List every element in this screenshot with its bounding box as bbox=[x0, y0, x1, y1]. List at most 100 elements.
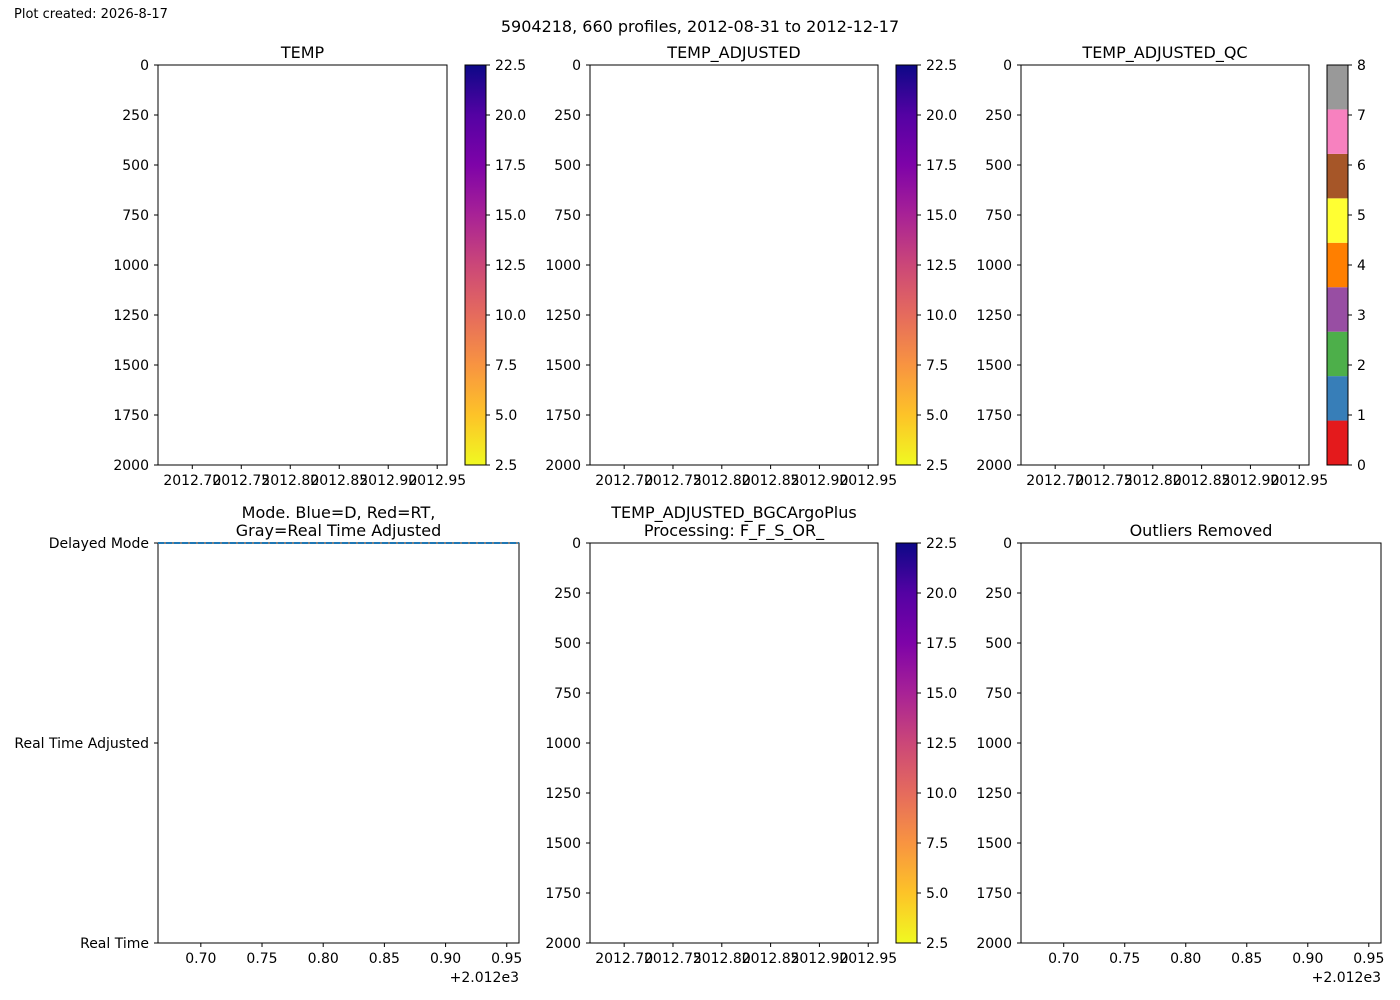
colorbar-tick-label: 10.0 bbox=[495, 308, 526, 324]
qc-colorbar-segment bbox=[1327, 287, 1348, 332]
y-tick-label: 250 bbox=[122, 108, 149, 124]
x-tick-label: 2012.95 bbox=[1270, 473, 1328, 489]
y-tick-label: 250 bbox=[985, 108, 1012, 124]
y-tick-label: 500 bbox=[985, 158, 1012, 174]
colorbar-tick-label: 6 bbox=[1357, 158, 1366, 174]
y-tick-label: 0 bbox=[572, 536, 581, 552]
colorbar-tick-label: 2 bbox=[1357, 358, 1366, 374]
colorbar-tick-label: 5 bbox=[1357, 208, 1366, 224]
x-tick-label: 0.90 bbox=[430, 951, 461, 967]
chart-title-mode: Gray=Real Time Adjusted bbox=[236, 521, 442, 540]
y-tick-label: 0 bbox=[1003, 58, 1012, 74]
qc-colorbar-segment bbox=[1327, 65, 1348, 110]
x-tick-label: 0.95 bbox=[1353, 951, 1384, 967]
x-offset-label: +2.012e3 bbox=[1312, 970, 1381, 986]
y-tick-label: 250 bbox=[985, 586, 1012, 602]
colorbar-tick-label: 3 bbox=[1357, 308, 1366, 324]
x-tick-label: 0.85 bbox=[1231, 951, 1262, 967]
colorbar-gradient bbox=[465, 65, 486, 465]
x-tick-label: 2012.85 bbox=[742, 951, 800, 967]
chart-title-temp_adjusted: TEMP_ADJUSTED bbox=[666, 43, 800, 63]
x-tick-label: 2012.70 bbox=[163, 473, 221, 489]
x-tick-label: 2012.90 bbox=[1221, 473, 1279, 489]
qc-colorbar-segment bbox=[1327, 153, 1348, 199]
chart-title-mode: Mode. Blue=D, Red=RT, bbox=[242, 503, 436, 522]
colorbar-tick-label: 4 bbox=[1357, 258, 1366, 274]
y-tick-label: 500 bbox=[985, 636, 1012, 652]
chart-title-temp_bgc: Processing: F_F_S_OR_ bbox=[644, 521, 825, 541]
y-tick-label: 1750 bbox=[113, 408, 149, 424]
plot-area-temp_adjusted_qc bbox=[1020, 64, 1310, 466]
y-tick-label: 1000 bbox=[545, 736, 581, 752]
colorbar-tick-label: 7.5 bbox=[926, 836, 948, 852]
y-tick-label: 1500 bbox=[545, 358, 581, 374]
x-offset-label: +2.012e3 bbox=[450, 970, 519, 986]
qc-colorbar-segment bbox=[1327, 420, 1348, 465]
y-tick-label: 750 bbox=[554, 208, 581, 224]
x-tick-label: 0.75 bbox=[246, 951, 277, 967]
y-tick-label: 1250 bbox=[976, 786, 1012, 802]
colorbar-tick-label: 12.5 bbox=[495, 258, 526, 274]
x-tick-label: 2012.90 bbox=[790, 951, 848, 967]
y-tick-label: 1500 bbox=[113, 358, 149, 374]
colorbar-tick-label: 7.5 bbox=[495, 358, 517, 374]
x-tick-label: 0.85 bbox=[369, 951, 400, 967]
qc-colorbar-segment bbox=[1327, 242, 1348, 288]
y-tick-label: 1750 bbox=[976, 408, 1012, 424]
y-tick-label: 0 bbox=[1003, 536, 1012, 552]
y-tick-label: 500 bbox=[554, 636, 581, 652]
figure-suptitle: 5904218, 660 profiles, 2012-08-31 to 201… bbox=[500, 17, 900, 36]
x-tick-label: 2012.80 bbox=[693, 951, 751, 967]
x-tick-label: 2012.95 bbox=[839, 951, 897, 967]
qc-colorbar-segment bbox=[1327, 198, 1348, 243]
colorbar-gradient bbox=[896, 543, 917, 943]
x-tick-label: 2012.70 bbox=[1026, 473, 1084, 489]
y-tick-label: 2000 bbox=[545, 458, 581, 474]
colorbar-tick-label: 10.0 bbox=[926, 308, 957, 324]
qc-colorbar-segment bbox=[1327, 109, 1348, 154]
colorbar-tick-label: 0 bbox=[1357, 458, 1366, 474]
colorbar-tick-label: 22.5 bbox=[926, 58, 957, 74]
x-tick-label: 0.80 bbox=[308, 951, 339, 967]
chart-title-temp_bgc: TEMP_ADJUSTED_BGCArgoPlus bbox=[610, 503, 856, 523]
x-tick-label: 2012.75 bbox=[644, 473, 702, 489]
x-tick-label: 2012.80 bbox=[1124, 473, 1182, 489]
x-tick-label: 0.70 bbox=[1048, 951, 1079, 967]
plot-created-label: Plot created: 2026-8-17 bbox=[14, 7, 168, 22]
x-tick-label: 0.75 bbox=[1109, 951, 1140, 967]
x-tick-label: 2012.75 bbox=[212, 473, 270, 489]
colorbar-tick-label: 22.5 bbox=[495, 58, 526, 74]
colorbar-tick-label: 20.0 bbox=[926, 108, 957, 124]
colorbar-tick-label: 2.5 bbox=[926, 936, 948, 952]
x-tick-label: 0.95 bbox=[491, 951, 522, 967]
plot-area-temp_bgc bbox=[589, 542, 879, 944]
y-tick-label: 750 bbox=[985, 208, 1012, 224]
colorbar-tick-label: 5.0 bbox=[926, 886, 948, 902]
y-tick-label: 500 bbox=[554, 158, 581, 174]
x-tick-label: 2012.75 bbox=[1075, 473, 1133, 489]
y-tick-label: 250 bbox=[554, 586, 581, 602]
x-tick-label: 2012.70 bbox=[595, 473, 653, 489]
y-tick-label: 2000 bbox=[545, 936, 581, 952]
colorbar-tick-label: 2.5 bbox=[495, 458, 517, 474]
y-tick-label: 1750 bbox=[976, 886, 1012, 902]
colorbar-tick-label: 12.5 bbox=[926, 736, 957, 752]
y-tick-label: 750 bbox=[554, 686, 581, 702]
y-tick-label: 1750 bbox=[545, 886, 581, 902]
colorbar-tick-label: 15.0 bbox=[926, 686, 957, 702]
x-tick-label: 2012.85 bbox=[1173, 473, 1231, 489]
y-tick-label: 1500 bbox=[976, 836, 1012, 852]
colorbar-tick-label: 20.0 bbox=[495, 108, 526, 124]
x-tick-label: 2012.95 bbox=[408, 473, 466, 489]
x-tick-label: 2012.90 bbox=[790, 473, 848, 489]
y-tick-label: 0 bbox=[140, 58, 149, 74]
x-tick-label: 2012.75 bbox=[644, 951, 702, 967]
colorbar-tick-label: 1 bbox=[1357, 408, 1366, 424]
colorbar-tick-label: 22.5 bbox=[926, 536, 957, 552]
chart-title-outliers: Outliers Removed bbox=[1130, 521, 1273, 540]
colorbar-tick-label: 17.5 bbox=[926, 158, 957, 174]
x-tick-label: 2012.80 bbox=[693, 473, 751, 489]
x-tick-label: 2012.85 bbox=[742, 473, 800, 489]
y-tick-label: 1250 bbox=[545, 786, 581, 802]
colorbar-tick-label: 5.0 bbox=[495, 408, 517, 424]
